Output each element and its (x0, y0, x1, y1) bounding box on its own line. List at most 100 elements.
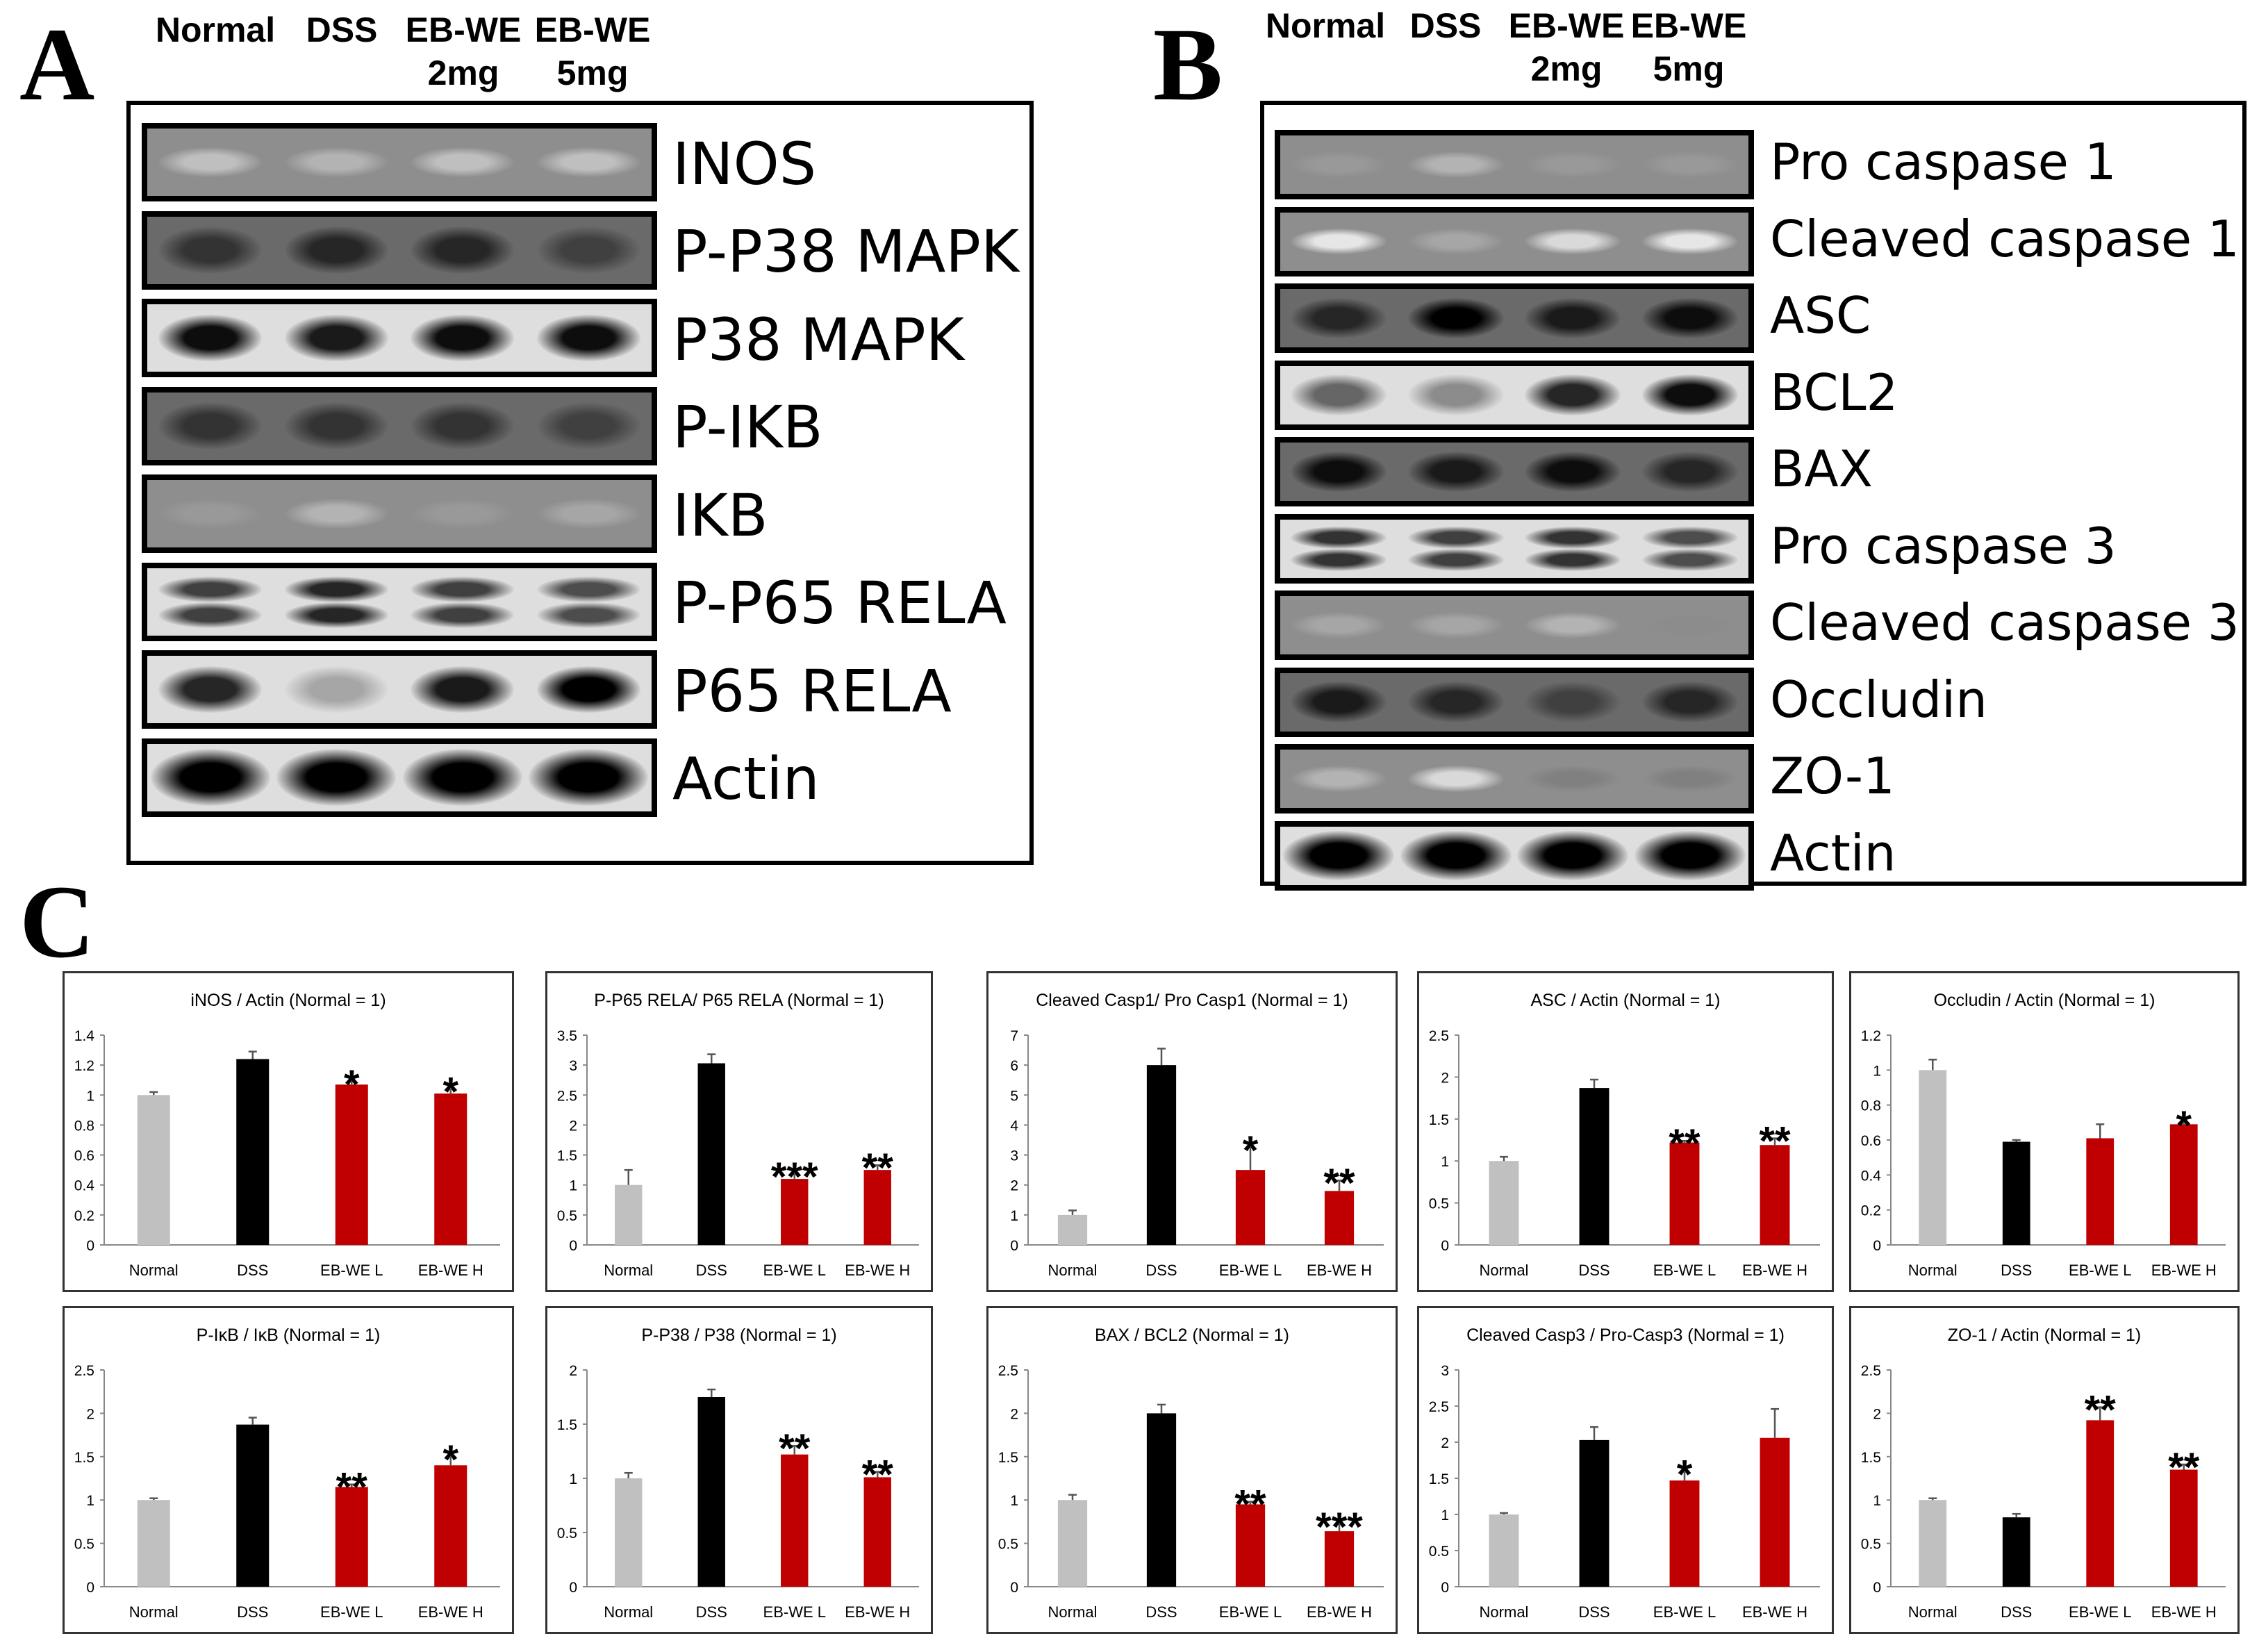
y-tick-label: 0.5 (557, 1208, 577, 1224)
blot-band (284, 666, 388, 713)
bar-chart-svg: iNOS / Actin (Normal = 1) 0 0.2 0.4 0.6 0.8 1 1… (63, 971, 514, 1292)
lane-header-line2: 2mg (427, 53, 499, 92)
x-tick-label: Normal (129, 1603, 179, 1621)
bar-chart: iNOS / Actin (Normal = 1) 0 0.2 0.4 0.6 0.8 1 1… (63, 971, 514, 1292)
y-tick-label: 0.5 (1429, 1544, 1449, 1560)
lane-header-line1: DSS (306, 10, 378, 49)
blot-label: Cleaved caspase 1 (1770, 209, 2240, 268)
x-tick-label: DSS (1578, 1603, 1610, 1621)
blot-label: P-P38 MAPK (672, 217, 1020, 286)
blot-band (411, 147, 515, 178)
chart-title: ZO-1 / Actin (Normal = 1) (1948, 1325, 2142, 1345)
x-tick-label: EB-WE L (1653, 1262, 1716, 1279)
bar (236, 1059, 270, 1245)
blot-band (1407, 682, 1504, 722)
blot-band (1525, 297, 1621, 339)
chart-title: ASC / Actin (Normal = 1) (1531, 991, 1721, 1010)
y-tick-label: 7 (1010, 1028, 1018, 1044)
panel-letter-c: C (19, 864, 95, 980)
blot-strip (142, 562, 657, 641)
blot-label: BCL2 (1770, 363, 1898, 422)
blot-band (158, 602, 263, 628)
blot-band (1291, 297, 1387, 339)
chart-title: P-IκB / IκB (Normal = 1) (197, 1325, 381, 1345)
x-tick-label: Normal (1908, 1262, 1958, 1279)
blot-band (1407, 549, 1504, 572)
bar (1324, 1191, 1355, 1245)
bar-chart: P-IκB / IκB (Normal = 1) 0 0.5 1 1.5 2 2.5 Norm… (63, 1306, 514, 1634)
bar (781, 1454, 809, 1587)
bar-chart: P-P65 RELA/ P65 RELA (Normal = 1) 0 0.5 1 1.… (545, 971, 933, 1292)
x-tick-label: Normal (604, 1603, 653, 1621)
blot-band (158, 666, 263, 713)
significance-mark: ** (2168, 1445, 2200, 1490)
x-tick-label: EB-WE L (763, 1262, 826, 1279)
blot-band (1641, 766, 1738, 792)
blot-label: Pro caspase 3 (1770, 516, 2117, 575)
blot-label: IKB (672, 481, 768, 550)
blot-strip (1275, 744, 1754, 813)
blot-band (1283, 830, 1395, 881)
bar-chart-svg: Cleaved Casp1/ Pro Casp1 (Normal = 1) 0 1 2… (986, 971, 1398, 1292)
x-tick-label: EB-WE H (2151, 1262, 2217, 1279)
chart-title: Cleaved Casp3 / Pro-Casp3 (Normal = 1) (1466, 1325, 1785, 1345)
chart-title: P-P38 / P38 (Normal = 1) (641, 1325, 836, 1345)
blot-band (1291, 374, 1387, 415)
lane-header: Normal (146, 8, 285, 51)
lane-header-line1: EB-WE (1508, 6, 1625, 45)
bar (1235, 1170, 1266, 1245)
blot-strip (1275, 206, 1754, 276)
blot-band (284, 602, 388, 628)
blot-band (411, 226, 515, 274)
bar (434, 1093, 467, 1245)
blot-band (284, 577, 388, 602)
blot-band (1525, 151, 1621, 178)
y-tick-label: 2 (1010, 1406, 1018, 1422)
blot-band (1525, 527, 1621, 550)
blot-strip (142, 386, 657, 465)
lane-header: DSS (286, 8, 397, 51)
blot-band (536, 226, 640, 274)
blot-band (1525, 549, 1621, 572)
x-tick-label: DSS (696, 1262, 727, 1279)
blot-band (1641, 682, 1738, 722)
bar (137, 1095, 170, 1245)
significance-mark: * (2176, 1103, 2192, 1148)
bar (697, 1397, 725, 1587)
x-tick-label: EB-WE L (1219, 1262, 1282, 1279)
y-tick-label: 0 (569, 1580, 577, 1596)
bar (1760, 1145, 1790, 1245)
y-tick-label: 0.5 (1429, 1196, 1449, 1212)
significance-mark: *** (1316, 1505, 1363, 1550)
significance-mark: ** (1234, 1482, 1266, 1528)
x-tick-label: DSS (1145, 1262, 1177, 1279)
blot-label: Actin (672, 745, 820, 813)
y-tick-label: 2 (1441, 1070, 1449, 1086)
y-tick-label: 2 (569, 1118, 577, 1134)
y-tick-label: 3 (1010, 1148, 1018, 1164)
bar (1057, 1214, 1088, 1245)
y-tick-label: 0.2 (74, 1208, 94, 1224)
x-tick-label: EB-WE L (1653, 1603, 1716, 1621)
bar (1489, 1161, 1519, 1245)
bar-chart-svg: Cleaved Casp3 / Pro-Casp3 (Normal = 1) 0 0… (1417, 1306, 1834, 1634)
x-tick-label: EB-WE H (1307, 1603, 1372, 1621)
y-tick-label: 1 (1873, 1063, 1881, 1079)
blot-band (284, 498, 388, 529)
x-tick-label: EB-WE H (845, 1262, 910, 1279)
blot-strip (1275, 283, 1754, 353)
y-tick-label: 0.5 (998, 1537, 1018, 1553)
significance-mark: ** (779, 1426, 811, 1471)
x-tick-label: DSS (1145, 1603, 1177, 1621)
y-tick-label: 0.2 (1861, 1203, 1881, 1219)
y-tick-label: 0 (1873, 1238, 1881, 1254)
blot-strip (142, 299, 657, 377)
blot-label: BAX (1770, 440, 1873, 498)
x-tick-label: Normal (1480, 1603, 1529, 1621)
blot-band (1641, 451, 1738, 493)
y-tick-label: 2.5 (557, 1088, 577, 1104)
blot-strip (142, 650, 657, 729)
blot-strip (1275, 130, 1754, 199)
blot-label: P-IKB (672, 393, 823, 461)
bar-chart: BAX / BCL2 (Normal = 1) 0 0.5 1 1.5 2 2.5 Norma… (986, 1306, 1398, 1634)
